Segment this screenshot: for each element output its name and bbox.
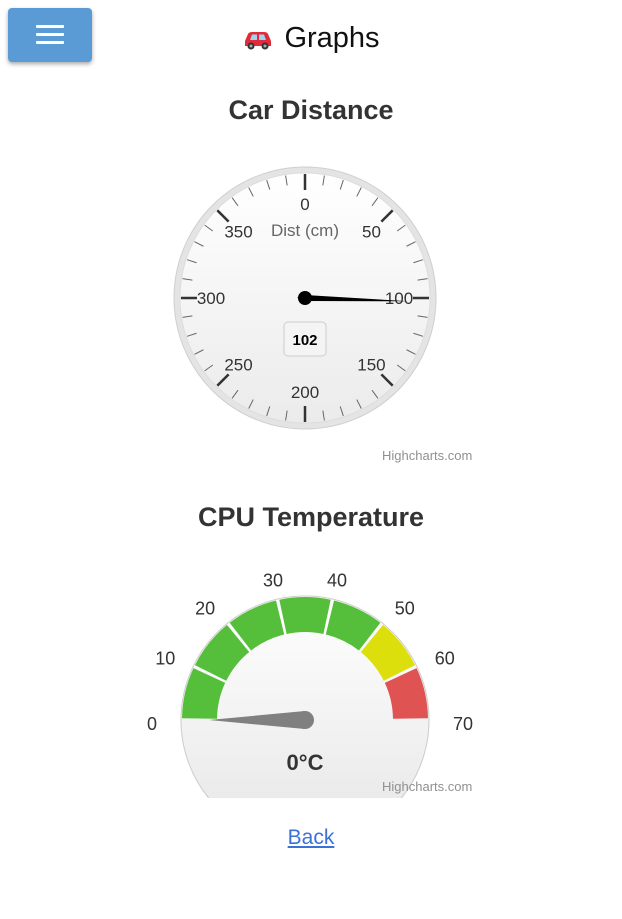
plot-band (325, 600, 381, 651)
plot-band (384, 668, 428, 719)
minor-tick (417, 315, 428, 318)
cpu-temperature-gauge: 0 10 20 30 40 50 60 70 0°C (147, 571, 473, 798)
minor-tick (204, 364, 214, 372)
minor-tick (406, 241, 416, 247)
minor-tick (231, 197, 239, 207)
tick-label: 70 (453, 714, 473, 734)
major-tick (380, 209, 394, 223)
tick-label: 200 (291, 383, 319, 402)
plot-band (182, 668, 226, 719)
minor-tick (186, 332, 197, 337)
minor-tick (356, 187, 362, 197)
minor-tick (266, 406, 271, 417)
page-header: Graphs (0, 20, 622, 60)
minor-tick (266, 179, 271, 190)
minor-tick (339, 179, 344, 190)
tick-label: 0 (147, 714, 157, 734)
minor-tick (248, 187, 254, 197)
chart-title-car-distance: Car Distance (228, 95, 394, 125)
minor-tick (396, 224, 406, 232)
gauge-needle (209, 711, 305, 729)
value-label: 0°C (287, 750, 324, 775)
value-label: 102 (292, 332, 317, 349)
minor-tick (417, 278, 428, 281)
tick-label: 30 (263, 571, 283, 591)
tick-label: 250 (224, 355, 252, 374)
minor-tick (204, 224, 214, 232)
gauge-pivot (296, 711, 314, 729)
back-link[interactable]: Back (287, 826, 335, 849)
highcharts-credit[interactable]: Highcharts.com (382, 448, 473, 463)
plot-band (279, 597, 331, 634)
plot-band (194, 624, 250, 681)
tick-label: 10 (155, 649, 175, 669)
minor-tick (356, 399, 362, 409)
tick-label: 350 (224, 223, 252, 242)
plot-band (229, 600, 285, 651)
minor-tick (194, 349, 204, 355)
major-tick (216, 373, 230, 387)
minor-tick (182, 278, 193, 281)
minor-tick (339, 406, 344, 417)
minor-tick (413, 332, 424, 337)
minor-tick (406, 349, 416, 355)
tick-label: 300 (197, 289, 225, 308)
minor-tick (285, 410, 288, 421)
page-title: Graphs (284, 22, 380, 54)
minor-tick (322, 410, 325, 421)
car-icon (242, 27, 274, 51)
minor-tick (322, 175, 325, 186)
value-label-box (283, 321, 327, 357)
gauge-pane-label: Dist (cm) (271, 221, 339, 240)
minor-tick (396, 364, 406, 372)
tick-label: 150 (357, 355, 385, 374)
minor-tick (371, 389, 379, 399)
minor-tick (413, 259, 424, 264)
minor-tick (371, 197, 379, 207)
minor-tick (182, 315, 193, 318)
highcharts-credit[interactable]: Highcharts.com (382, 779, 473, 794)
back-link-wrapper: Back (0, 826, 622, 850)
tick-label: 50 (395, 598, 415, 618)
tick-label: 0 (300, 195, 309, 214)
minor-tick (248, 399, 254, 409)
plot-band (360, 624, 416, 681)
tick-label: 50 (362, 223, 381, 242)
major-tick (216, 209, 230, 223)
tick-label: 60 (435, 649, 455, 669)
minor-tick (231, 389, 239, 399)
tick-label: 40 (327, 571, 347, 591)
tick-label: 20 (195, 598, 215, 618)
cpu-gauge-container: 0 10 20 30 40 50 60 70 0°C (0, 540, 622, 798)
minor-tick (194, 241, 204, 247)
chart-title-cpu-temperature: CPU Temperature (197, 502, 425, 532)
minor-tick (186, 259, 197, 264)
car-distance-gauge: 0 50 100 150 200 250 300 350 Dist (cm) 102 (173, 166, 437, 430)
tick-label: 100 (385, 289, 413, 308)
minor-tick (285, 175, 288, 186)
major-tick (380, 373, 394, 387)
menu-button[interactable] (8, 8, 92, 62)
gauge-needle (297, 295, 409, 302)
hamburger-menu-icon (36, 25, 64, 45)
gauge-pivot (298, 291, 312, 305)
